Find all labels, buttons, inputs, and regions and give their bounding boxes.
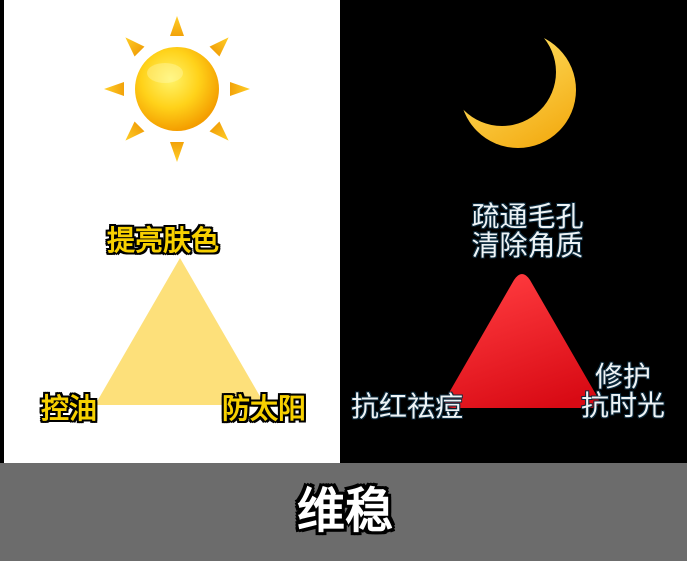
day-left-label: 控油 [41, 392, 98, 425]
sun-icon [104, 16, 250, 162]
footer-bar: 维稳 [0, 463, 687, 561]
night-left-label: 抗红祛痘 [351, 390, 464, 423]
crescent-moon-icon [460, 32, 576, 148]
night-top-line-1: 疏通毛孔 [471, 200, 584, 233]
footer-label: 维稳 [297, 483, 394, 539]
sun-rays [104, 16, 250, 162]
night-top-line-2: 清除角质 [471, 229, 584, 263]
night-triangle [445, 274, 599, 408]
night-right-line-2: 抗时光 [580, 389, 665, 423]
night-right-line-1: 修护 [594, 360, 651, 393]
day-right-label: 防太阳 [222, 392, 307, 425]
night-right-labels: 修护 抗时光 [563, 362, 683, 421]
day-top-label: 提亮肤色 [107, 224, 220, 257]
day-triangle [95, 258, 265, 405]
night-top-labels: 疏通毛孔 清除角质 [445, 202, 610, 261]
